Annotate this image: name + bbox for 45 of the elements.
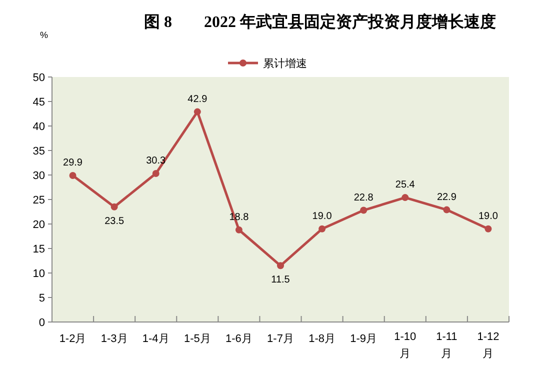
x-tick-label: 1-9月 [350,333,378,345]
y-axis-title: % [40,30,48,40]
data-label: 11.5 [271,274,290,286]
x-tick-label: 1-11月 [436,331,458,360]
point [110,203,118,210]
point [194,108,201,116]
x-tick-label: 1-6月 [226,333,252,345]
point [360,206,368,214]
data-label: 22.9 [436,192,457,203]
y-tick-label: 45 [32,96,45,108]
point [484,225,492,232]
y-tick-label: 50 [32,72,45,84]
point [277,262,284,270]
x-tick-label: 1-4月 [142,333,170,345]
point [318,225,326,232]
x-tick-label: 1-8月 [308,333,336,345]
y-tick-label: 5 [38,292,45,304]
x-tick-label: 1-5月 [184,333,211,345]
data-label: 19.0 [312,210,332,222]
y-tick-label: 30 [32,170,45,182]
y-tick-label: 25 [32,194,45,206]
x-tick-label: 1-2月 [59,333,86,345]
point [69,172,76,179]
y-tick-label: 15 [32,244,45,256]
x-tick-label: 1-7月 [267,333,294,345]
x-tick-label: 1-12月 [477,331,500,360]
x-tick-label: 1-3月 [100,333,128,345]
y-tick-label: 40 [32,121,45,133]
data-label: 19.0 [478,210,498,222]
data-label: 42.9 [188,94,208,105]
data-label: 29.9 [63,157,83,168]
chart-title: 图 8 2022 年武宜县固定资产投资月度增长速度 [144,12,496,31]
point [235,226,242,234]
y-tick-label: 20 [32,219,45,231]
point [152,170,160,178]
data-label: 25.4 [395,180,416,191]
legend-label: 累计增速 [263,57,307,70]
data-label: 23.5 [104,216,124,227]
y-tick-label: 0 [38,317,45,329]
y-tick-label: 10 [32,268,45,280]
data-label: 22.8 [354,192,374,204]
point [402,194,409,202]
x-tick-label: 1-10月 [394,331,416,360]
point [443,206,450,214]
y-tick-label: 35 [32,146,45,158]
